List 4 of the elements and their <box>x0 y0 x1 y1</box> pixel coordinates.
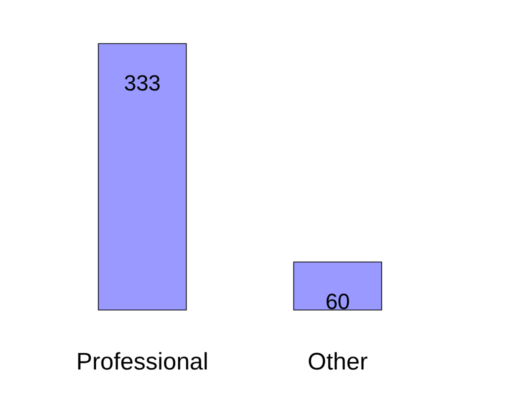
x-tick-label: Professional <box>76 348 208 376</box>
x-tick-label: Other <box>308 348 368 376</box>
data-label: 60 <box>325 289 350 314</box>
data-label: 333 <box>124 70 161 96</box>
